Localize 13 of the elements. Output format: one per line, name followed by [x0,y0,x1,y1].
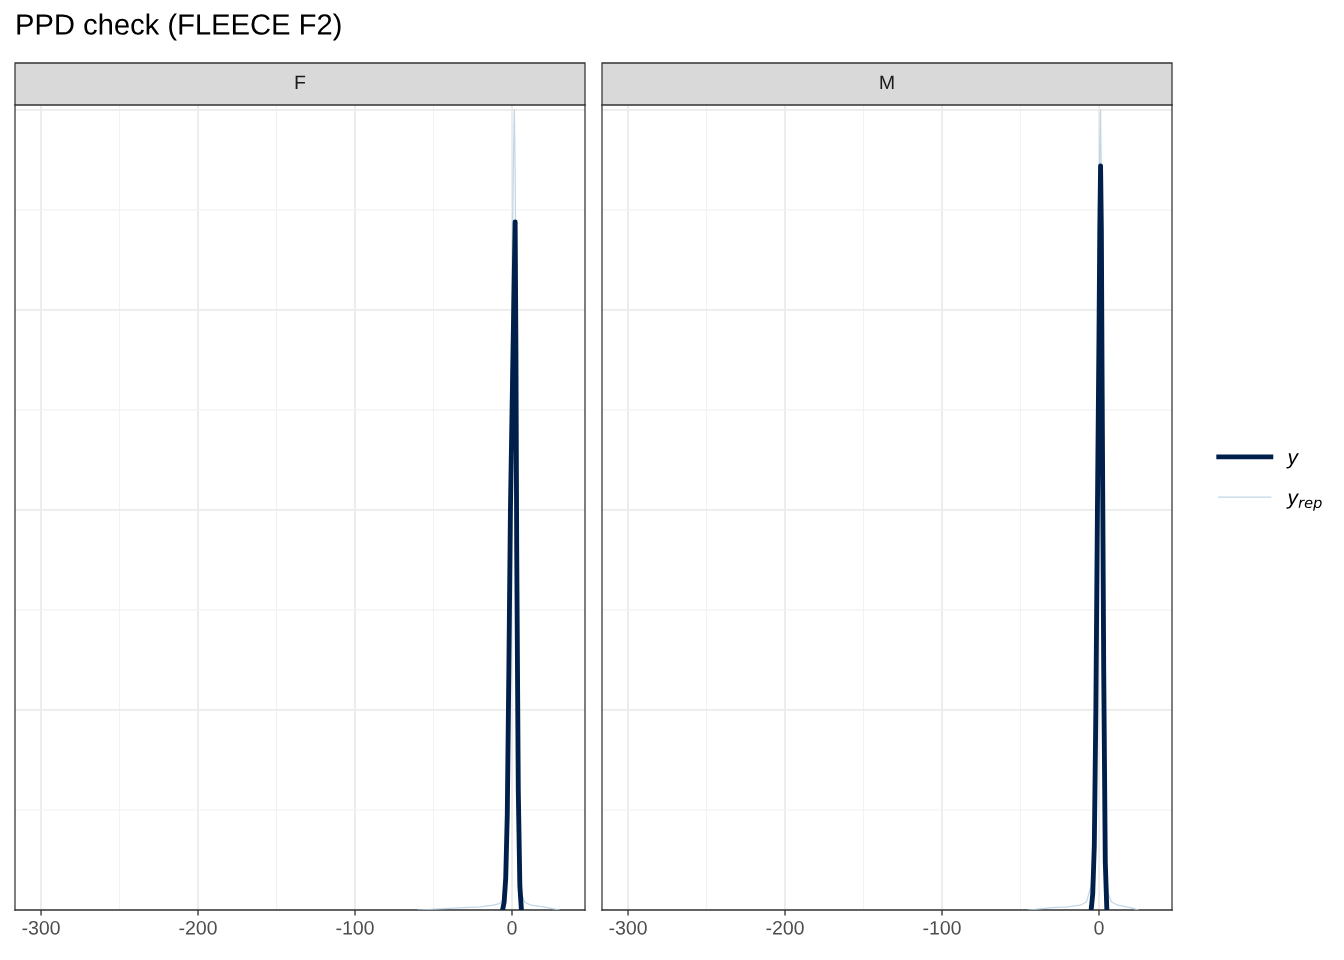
x-tick-label: -300 [22,920,60,935]
legend-label: y$_{rep}$ [1286,493,1322,511]
chart-title: M [880,75,894,90]
legend-label: y [1286,453,1299,469]
x-tick-label: -100 [923,920,961,935]
x-tick-label: -300 [609,920,647,935]
chart-title: F [295,75,306,90]
x-tick-label: -100 [336,920,374,935]
x-tick-label: -200 [179,920,217,935]
x-tick-label: -200 [766,920,804,935]
text: PPD check (FLEECE F2) [17,13,341,41]
x-tick-label: 0 [507,920,517,935]
x-tick-label: 0 [1094,920,1104,935]
